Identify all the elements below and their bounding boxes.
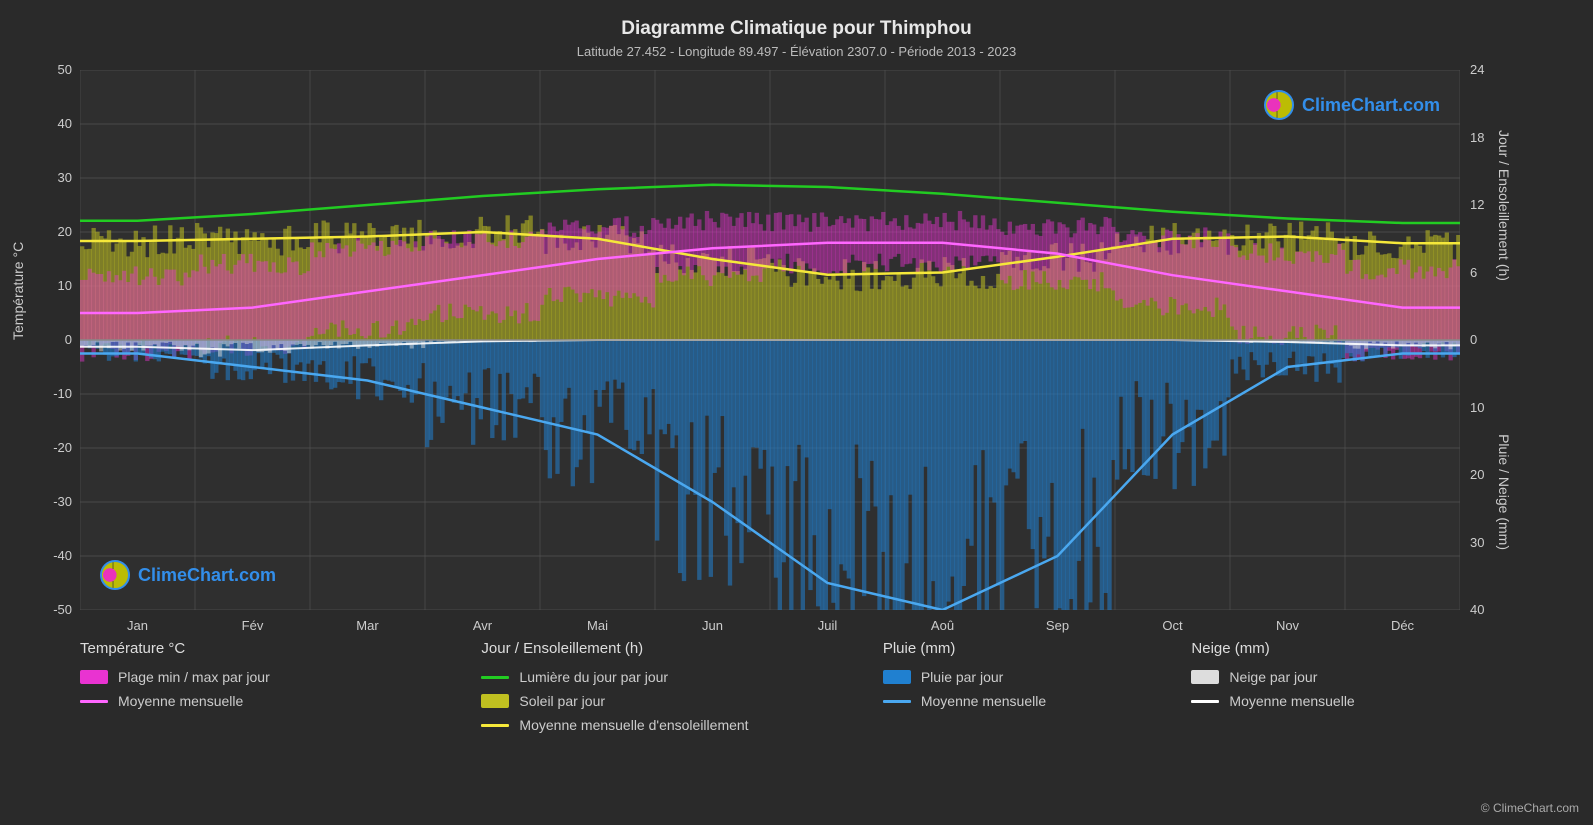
copyright: © ClimeChart.com	[1481, 801, 1579, 815]
month-label: Avr	[458, 618, 508, 633]
y-tick-left: 20	[58, 224, 72, 239]
legend-item: Plage min / max par jour	[80, 669, 451, 685]
legend-label: Moyenne mensuelle	[1229, 693, 1354, 709]
legend-line	[883, 700, 911, 703]
plot-area: ClimeChart.com ClimeChart.com	[80, 70, 1460, 610]
month-label: Sep	[1033, 618, 1083, 633]
legend-line	[481, 724, 509, 727]
watermark-top-right: ClimeChart.com	[1264, 90, 1440, 120]
legend-header: Neige (mm)	[1191, 640, 1470, 657]
plot-svg	[80, 70, 1460, 610]
legend-swatch	[883, 670, 911, 684]
y-tick-right-hour: 24	[1470, 62, 1484, 77]
y-tick-left: 0	[65, 332, 72, 347]
watermark-text: ClimeChart.com	[1302, 95, 1440, 116]
legend-header: Pluie (mm)	[883, 640, 1162, 657]
legend-label: Soleil par jour	[519, 693, 605, 709]
y-tick-right-mm: 10	[1470, 400, 1484, 415]
month-label: Nov	[1263, 618, 1313, 633]
month-label: Jun	[688, 618, 738, 633]
legend-item: Moyenne mensuelle d'ensoleillement	[481, 717, 852, 733]
legend-col-daylight: Jour / Ensoleillement (h) Lumière du jour…	[481, 640, 882, 733]
y-tick-left: 30	[58, 170, 72, 185]
legend-label: Lumière du jour par jour	[519, 669, 668, 685]
watermark-text: ClimeChart.com	[138, 565, 276, 586]
month-label: Jan	[113, 618, 163, 633]
legend-item: Moyenne mensuelle	[1191, 693, 1470, 709]
legend-swatch	[481, 694, 509, 708]
legend-label: Moyenne mensuelle d'ensoleillement	[519, 717, 748, 733]
month-label: Aoû	[918, 618, 968, 633]
legend-col-temperature: Température °C Plage min / max par jour Mo…	[80, 640, 481, 733]
y-tick-right-hour: 0	[1470, 332, 1477, 347]
y-tick-left: 50	[58, 62, 72, 77]
legend-label: Neige par jour	[1229, 669, 1317, 685]
y-tick-left: -50	[53, 602, 72, 617]
y-tick-left: -20	[53, 440, 72, 455]
y-tick-left: 10	[58, 278, 72, 293]
y-tick-left: -40	[53, 548, 72, 563]
month-label: Déc	[1378, 618, 1428, 633]
legend-item: Pluie par jour	[883, 669, 1162, 685]
month-label: Oct	[1148, 618, 1198, 633]
legend: Température °C Plage min / max par jour Mo…	[80, 640, 1500, 733]
y-tick-right-hour: 18	[1470, 130, 1484, 145]
y-axis-left-label: Température °C	[10, 242, 26, 340]
legend-item: Lumière du jour par jour	[481, 669, 852, 685]
legend-label: Plage min / max par jour	[118, 669, 270, 685]
legend-header: Température °C	[80, 640, 451, 657]
legend-label: Moyenne mensuelle	[118, 693, 243, 709]
legend-item: Moyenne mensuelle	[80, 693, 451, 709]
month-label: Juil	[803, 618, 853, 633]
legend-header: Jour / Ensoleillement (h)	[481, 640, 852, 657]
legend-line	[80, 700, 108, 703]
chart-container: Diagramme Climatique pour Thimphou Latit…	[0, 0, 1593, 825]
legend-label: Moyenne mensuelle	[921, 693, 1046, 709]
month-label: Fév	[228, 618, 278, 633]
y-tick-right-mm: 40	[1470, 602, 1484, 617]
legend-col-snow: Neige (mm) Neige par jour Moyenne mensuell…	[1191, 640, 1500, 733]
chart-title: Diagramme Climatique pour Thimphou	[0, 18, 1593, 40]
legend-item: Moyenne mensuelle	[883, 693, 1162, 709]
legend-swatch	[80, 670, 108, 684]
legend-label: Pluie par jour	[921, 669, 1004, 685]
y-tick-left: -10	[53, 386, 72, 401]
legend-item: Soleil par jour	[481, 693, 852, 709]
y-tick-left: -30	[53, 494, 72, 509]
month-label: Mar	[343, 618, 393, 633]
watermark-bottom-left: ClimeChart.com	[100, 560, 276, 590]
legend-swatch	[1191, 670, 1219, 684]
legend-line	[481, 676, 509, 679]
logo-icon	[1264, 90, 1294, 120]
legend-item: Neige par jour	[1191, 669, 1470, 685]
legend-line	[1191, 700, 1219, 703]
chart-subtitle: Latitude 27.452 - Longitude 89.497 - Élé…	[0, 44, 1593, 59]
logo-icon	[100, 560, 130, 590]
y-tick-right-mm: 30	[1470, 535, 1484, 550]
y-tick-left: 40	[58, 116, 72, 131]
month-label: Mai	[573, 618, 623, 633]
y-axis-right-label: Jour / Ensoleillement (h)Pluie / Neige (…	[1496, 130, 1512, 550]
legend-col-rain: Pluie (mm) Pluie par jour Moyenne mensuell…	[883, 640, 1192, 733]
y-tick-right-hour: 6	[1470, 265, 1477, 280]
y-tick-right-mm: 20	[1470, 467, 1484, 482]
y-tick-right-hour: 12	[1470, 197, 1484, 212]
